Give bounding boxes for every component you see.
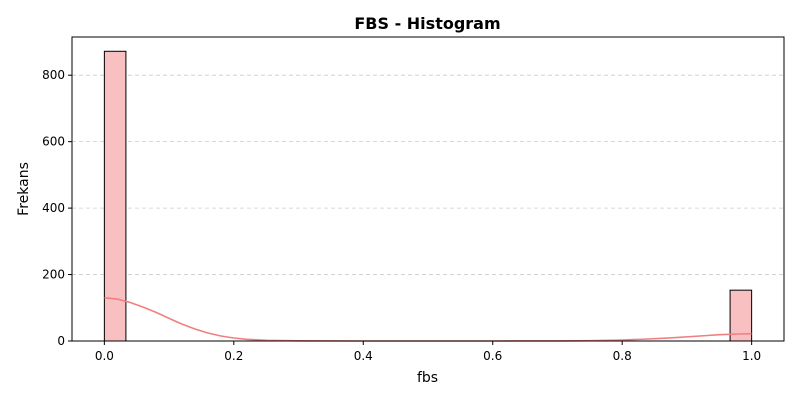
x-axis-ticks: 0.0 0.2 0.4 0.6 0.8 1.0: [95, 341, 761, 363]
x-tick-label-2: 0.4: [354, 349, 373, 363]
x-tick-label-5: 1.0: [742, 349, 761, 363]
x-tick-label-0: 0.0: [95, 349, 114, 363]
y-axis-label: Frekans: [16, 162, 32, 216]
y-tick-label-4: 800: [42, 68, 65, 82]
chart-title: FBS - Histogram: [354, 14, 500, 33]
grid-lines: [72, 74, 784, 275]
histogram-bars: [103, 50, 753, 342]
x-tick-label-1: 0.2: [224, 349, 243, 363]
y-tick-label-3: 600: [42, 135, 65, 149]
x-tick-label-4: 0.8: [613, 349, 632, 363]
y-axis-ticks: 0 200 400 600 800: [42, 68, 72, 348]
y-tick-label-2: 400: [42, 201, 65, 215]
plot-frame: [71, 36, 785, 342]
y-tick-label-1: 200: [42, 268, 65, 282]
x-axis-label: fbs: [417, 370, 438, 386]
y-tick-label-0: 0: [57, 334, 65, 348]
kde-line: [104, 297, 752, 342]
kde-curve-group: [104, 297, 752, 342]
x-tick-label-3: 0.6: [483, 349, 502, 363]
